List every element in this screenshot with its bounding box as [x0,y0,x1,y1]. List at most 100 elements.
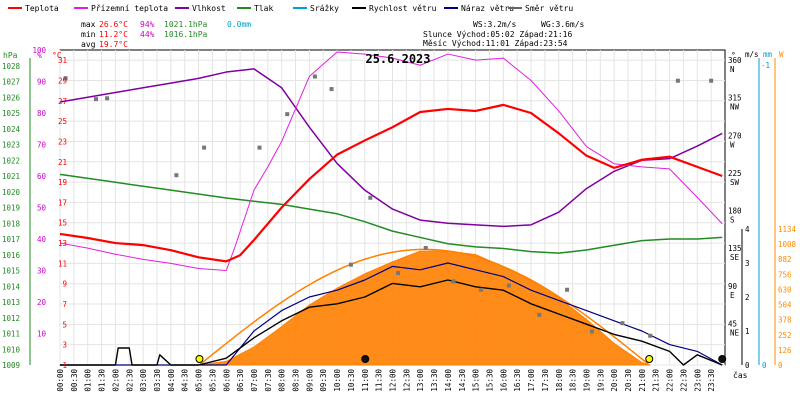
wind-direction-point [590,329,594,334]
wind-direction-point [648,333,653,338]
x-tick-label: 10:30 [347,369,356,392]
pressure-tick-label: 1019 [2,204,20,213]
solar-tick-label: 756 [778,270,792,279]
wind-direction-point [479,287,484,292]
stats-humidity: 44% [140,30,155,39]
temperature-tick-label: 1 [62,361,67,370]
stats-rain: 0.0mm [227,20,251,29]
x-tick-label: 07:30 [264,369,273,392]
pressure-line [59,173,723,254]
x-tick-label: 16:00 [499,369,508,392]
solar-tick-label: 630 [778,285,792,294]
pressure-tick-label: 1012 [2,314,20,323]
wind-direction-point [94,97,99,102]
temperature-axis-unit: °C [52,51,62,60]
pressure-tick-label: 1017 [2,235,20,244]
pressure-axis-unit: hPa [3,51,18,60]
x-tick-label: 00:00 [56,369,65,392]
x-tick-label: 08:30 [292,369,301,392]
rain-axis-unit: mm [763,50,773,59]
wind-dir-tick-label: NE [730,328,740,337]
wind-dir-tick-label: 90 [728,282,738,291]
legend-label: Srážky [310,4,339,13]
temperature-tick-label: 3 [62,341,67,350]
x-tick-label: 16:30 [513,369,522,392]
wind-dir-tick-label: 180 [728,207,742,216]
solar-axis-unit: W [779,50,784,59]
pressure-tick-label: 1013 [2,298,20,307]
x-tick-label: 14:00 [444,369,453,392]
sunrise-marker [195,355,204,363]
humidity-axis-unit: % [37,51,42,60]
wind-dir-tick-label: E [730,291,735,300]
wind-direction-point [257,145,262,150]
x-tick-label: 06:30 [236,369,245,392]
chart-title: 25.6.2023 [365,52,430,66]
x-tick-label: 23:00 [693,369,702,392]
temperature-line [59,103,723,263]
temperature-tick-label: 17 [58,198,67,207]
wind-direction-point [368,195,373,200]
x-tick-label: 13:30 [430,369,439,392]
pressure-tick-label: 1026 [2,93,21,102]
x-tick-label: 19:00 [582,369,591,392]
pressure-tick-label: 1020 [2,188,21,197]
humidity-tick-label: 90 [37,78,47,87]
pressure-tick-label: 1011 [2,330,20,339]
legend-label: Vlhkost [192,4,226,13]
humidity-tick-label: 20 [37,298,47,307]
wind-direction-point [423,245,428,250]
sun-moon-markers [195,355,727,363]
temperature-tick-label: 25 [58,117,67,126]
humidity-tick-label: 100 [32,46,46,55]
grid [59,49,726,366]
sun-info: Slunce Východ:05:02 Západ:21:16 [423,30,572,39]
wind-speed-tick-label: 3 [745,259,750,268]
series-lines [59,51,723,366]
temperature-tick-label: 11 [58,259,67,268]
humidity-tick-label: 50 [37,204,47,213]
wind-speed-tick-label: 2 [745,293,750,302]
x-axis-label: čas [733,370,748,380]
temperature-tick-label: 15 [58,219,67,228]
wind-direction-point [506,283,511,288]
moon-info: Měsíc Východ:11:01 Západ:23:54 [423,39,568,48]
legend-label: Směr větru [525,4,573,13]
x-tick-label: 22:00 [666,369,675,392]
pressure-tick-label: 1027 [2,78,20,87]
x-tick-label: 15:00 [472,369,481,392]
x-tick-label: 17:00 [527,369,536,392]
wind-direction-point [285,112,290,117]
x-tick-label: 05:30 [208,369,217,392]
info-block: WS:3.2m/s WG:3.6m/s Slunce Východ:05:02 … [423,20,585,48]
legend-label: Přízemní teplota [91,4,168,13]
wind-direction-point [620,321,625,326]
x-tick-label: 15:30 [485,369,494,392]
temperature-tick-label: 21 [58,158,67,167]
temperature-tick-label: 19 [58,178,67,187]
x-tick-label: 10:00 [333,369,342,392]
x-tick-label: 12:30 [402,369,411,392]
temperature-tick-label: 31 [58,56,67,65]
x-tick-label: 11:00 [361,369,370,392]
x-tick-label: 07:00 [250,369,259,392]
pressure-tick-label: 1014 [2,282,21,291]
humidity-tick-label: 30 [37,267,47,276]
stats-temperature: 19.7°C [99,40,128,49]
x-tick-label: 05:00 [195,369,204,392]
wind-dir-tick-label: N [730,65,735,74]
solar-tick-label: 378 [778,316,792,325]
wind-direction-point [63,76,68,81]
wind-direction-point [348,262,353,267]
x-tick-label: 09:30 [319,369,328,392]
pressure-tick-label: 1009 [2,361,20,370]
wind-dir-tick-label: 360 [728,56,742,65]
x-tick-label: 12:00 [389,369,398,392]
stats-label: max [81,20,96,29]
temperature-tick-label: 5 [62,320,67,329]
wind-dir-tick-label: 45 [728,319,737,328]
wind-direction-point [451,279,456,284]
humidity-tick-label: 10 [37,330,47,339]
x-tick-label: 02:30 [125,369,134,392]
